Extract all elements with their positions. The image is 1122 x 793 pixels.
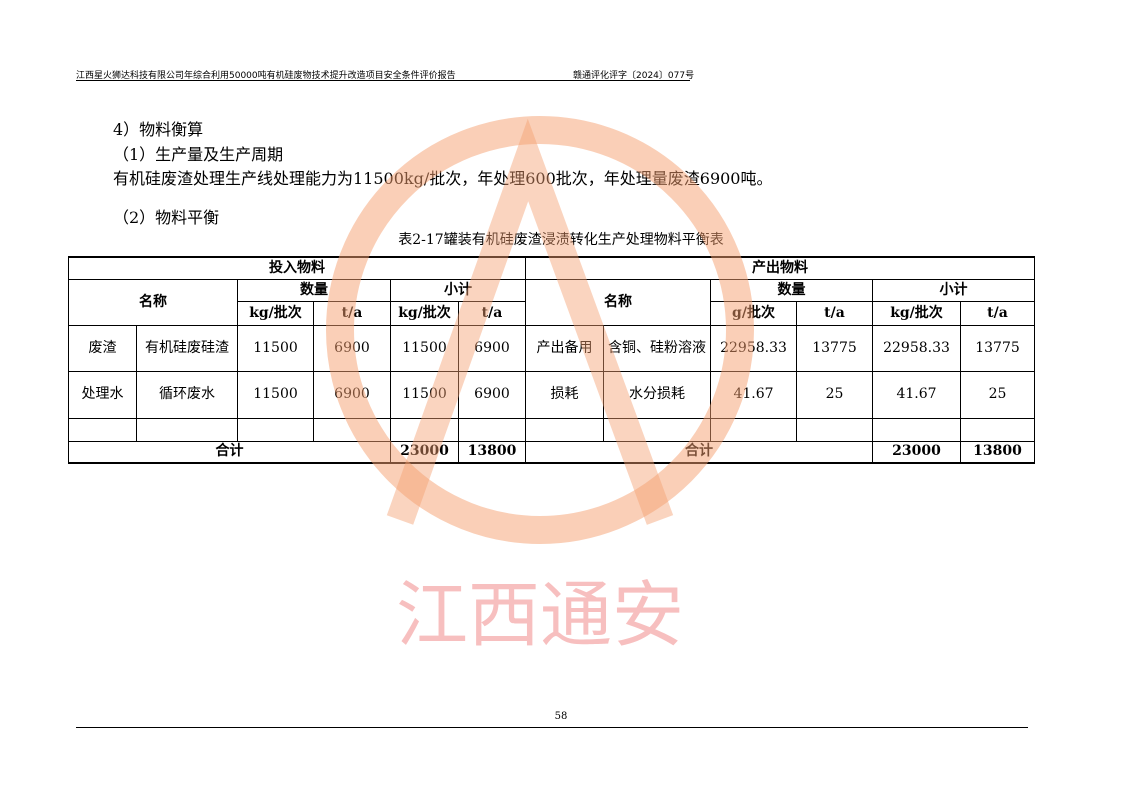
cell: 11500 [237, 370, 314, 419]
unit: t/a [960, 300, 1035, 326]
subsection-heading: （1）生产量及生产周期 [113, 145, 284, 164]
cell: 23000 [872, 440, 961, 464]
cell: 41.67 [710, 370, 797, 419]
cell: 41.67 [872, 370, 961, 419]
cell: 水分损耗 [603, 370, 711, 419]
cell: 25 [960, 370, 1035, 419]
cell: 处理水 [68, 370, 137, 419]
table-caption: 表2-17罐装有机硅废渣浸渍转化生产处理物料平衡表 [398, 232, 724, 248]
unit: kg/批次 [237, 300, 314, 326]
col-name: 名称 [525, 278, 711, 326]
total-row: 合计 23000 13800 合计 23000 13800 [68, 440, 1035, 464]
header-rule [76, 80, 690, 81]
cell: 11500 [237, 324, 314, 372]
header-title: 江西星火狮达科技有限公司年综合利用50000吨有机硅废物技术提升改造项目安全条件… [76, 71, 456, 81]
unit: t/a [796, 300, 873, 326]
cell: 13800 [458, 440, 526, 464]
unit: kg/批次 [390, 300, 459, 326]
col-qty: 数量 [710, 278, 873, 302]
cell: 13800 [960, 440, 1035, 464]
cell: 损耗 [525, 370, 604, 419]
material-balance-table: 投入物料 产出物料 名称 数量 小计 名称 数量 小计 kg/批次 t/a kg/批次 t/a g/… [68, 256, 1035, 464]
output-header: 产出物料 [525, 256, 1035, 280]
table-row: 处理水 循环废水 11500 6900 11500 6900 损耗 水分损耗 41.67 25 4… [68, 370, 1035, 419]
cell: 有机硅废硅渣 [136, 324, 238, 372]
cell: 13775 [960, 324, 1035, 372]
cell: 6900 [458, 324, 526, 372]
col-name: 名称 [68, 278, 238, 326]
unit: t/a [458, 300, 526, 326]
cell: 废渣 [68, 324, 137, 372]
input-header: 投入物料 [68, 256, 526, 280]
footer-rule [76, 727, 1028, 728]
unit: kg/批次 [872, 300, 961, 326]
cell: 含铜、硅粉溶液 [603, 324, 711, 372]
unit: t/a [313, 300, 391, 326]
cell: 11500 [390, 370, 459, 419]
paragraph: 有机硅废渣处理生产线处理能力为11500kg/批次，年处理600批次，年处理量废… [113, 169, 773, 188]
cell: 13775 [796, 324, 873, 372]
cell: 25 [796, 370, 873, 419]
cell: 6900 [313, 324, 391, 372]
total-label: 合计 [525, 440, 873, 464]
unit: g/批次 [710, 300, 797, 326]
table-row-empty [68, 417, 1035, 442]
cell: 循环废水 [136, 370, 238, 419]
cell: 产出备用 [525, 324, 604, 372]
cell: 22958.33 [710, 324, 797, 372]
col-qty: 数量 [237, 278, 391, 302]
cell: 23000 [390, 440, 459, 464]
total-label: 合计 [68, 440, 391, 464]
cell: 6900 [313, 370, 391, 419]
cell: 22958.33 [872, 324, 961, 372]
subsection-heading: （2）物料平衡 [113, 208, 220, 227]
section-heading: 4）物料衡算 [113, 120, 204, 139]
header-doc-number: 赣通评化评字〔2024〕077号 [573, 71, 695, 81]
col-subtotal: 小计 [872, 278, 1035, 302]
cell: 11500 [390, 324, 459, 372]
cell: 6900 [458, 370, 526, 419]
table-row: 废渣 有机硅废硅渣 11500 6900 11500 6900 产出备用 含铜、硅粉溶液 22… [68, 324, 1035, 372]
watermark-text: 江西通安 [396, 573, 684, 657]
page-number: 58 [554, 711, 568, 722]
col-subtotal: 小计 [390, 278, 526, 302]
